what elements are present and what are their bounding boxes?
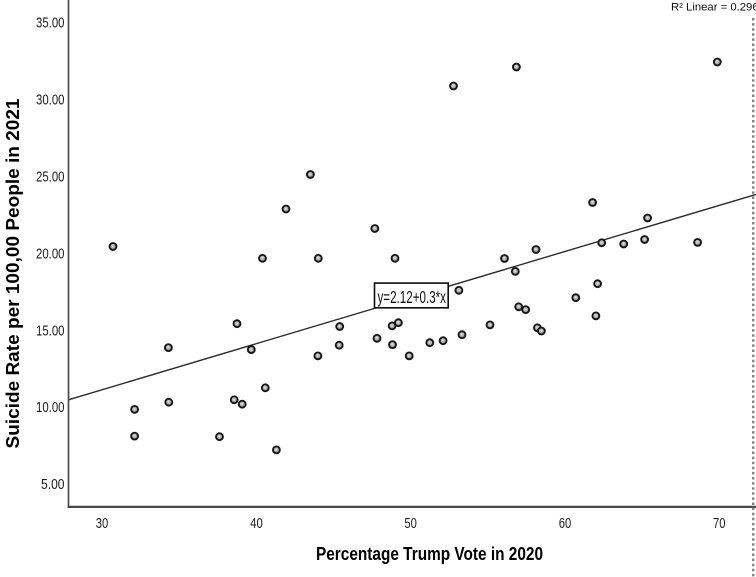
svg-text:70: 70: [713, 516, 726, 532]
svg-text:35.00: 35.00: [36, 16, 65, 32]
svg-text:50: 50: [404, 516, 417, 532]
svg-text:10.00: 10.00: [36, 400, 65, 416]
svg-text:Percentage Trump Vote in 2020: Percentage Trump Vote in 2020: [316, 544, 543, 564]
svg-text:y=2.12+0.3*x: y=2.12+0.3*x: [378, 287, 447, 307]
svg-text:60: 60: [559, 516, 572, 532]
svg-text:R² Linear = 0.296: R² Linear = 0.296: [671, 1, 756, 13]
svg-text:40: 40: [250, 516, 263, 532]
svg-text:25.00: 25.00: [36, 170, 65, 186]
svg-text:5.00: 5.00: [41, 477, 65, 493]
svg-text:30: 30: [96, 516, 109, 532]
svg-text:15.00: 15.00: [36, 323, 65, 339]
svg-text:20.00: 20.00: [36, 246, 65, 262]
svg-text:Suicide Rate per 100,00 People: Suicide Rate per 100,00 People in 2021: [3, 99, 23, 449]
svg-text:30.00: 30.00: [36, 93, 65, 109]
